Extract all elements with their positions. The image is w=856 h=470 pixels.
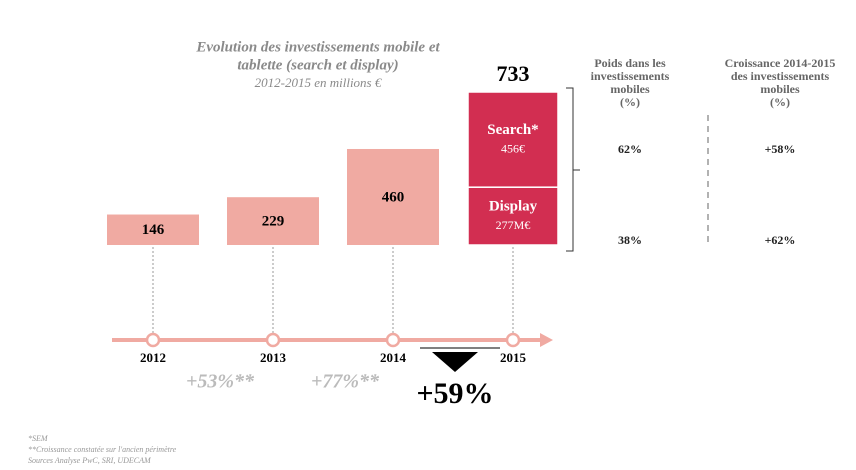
- stack-segment: [467, 186, 559, 246]
- bar: [347, 148, 439, 245]
- year-label: 2014: [380, 350, 407, 365]
- timeline-dot: [145, 332, 161, 348]
- segment-name: Search*: [487, 122, 538, 138]
- table-header: Poids dans les: [594, 56, 666, 70]
- timeline-arrow: [540, 333, 553, 347]
- table-header: (%): [620, 95, 640, 109]
- table-header: des investissements: [731, 69, 830, 83]
- bar: [227, 197, 319, 245]
- bar-value: 229: [262, 214, 285, 230]
- table-header: mobiles: [610, 82, 650, 96]
- timeline-dot: [265, 332, 281, 348]
- table-header: (%): [770, 95, 790, 109]
- bracket: [566, 87, 580, 252]
- chart-title: Evolution des investissements mobile et: [195, 39, 440, 55]
- bar-value: 460: [382, 189, 405, 205]
- footnote: **Croissance constatée sur l'ancien péri…: [28, 445, 177, 454]
- year-label: 2015: [500, 350, 527, 365]
- table-cell: +58%: [765, 142, 796, 156]
- segment-value: 456€: [501, 141, 525, 155]
- growth-label-main: +59%: [416, 377, 493, 410]
- table-header: Croissance 2014-2015: [725, 56, 836, 70]
- footnote: Sources Analyse PwC, SRI, UDECAM: [28, 456, 152, 465]
- table-cell: +62%: [765, 233, 796, 247]
- table-header: mobiles: [760, 82, 800, 96]
- total-value: 733: [497, 61, 530, 86]
- stack-segment: [467, 91, 559, 188]
- highlight-triangle: [432, 352, 478, 372]
- table-cell: 62%: [618, 142, 642, 156]
- growth-label: +77%**: [311, 371, 380, 393]
- table-header: investissements: [591, 69, 670, 83]
- chart-title: tablette (search et display): [237, 57, 398, 73]
- bar-value: 146: [142, 222, 165, 238]
- table-cell: 38%: [618, 233, 642, 247]
- timeline-dot: [505, 332, 521, 348]
- timeline-dot: [385, 332, 401, 348]
- year-label: 2012: [140, 350, 166, 365]
- footnote: *SEM: [28, 434, 49, 443]
- bar: [107, 214, 199, 245]
- chart-subtitle: 2012-2015 en millions €: [255, 75, 383, 90]
- segment-name: Display: [489, 199, 538, 215]
- year-label: 2013: [260, 350, 287, 365]
- growth-label: +53%**: [186, 371, 255, 393]
- segment-value: 277M€: [496, 218, 531, 232]
